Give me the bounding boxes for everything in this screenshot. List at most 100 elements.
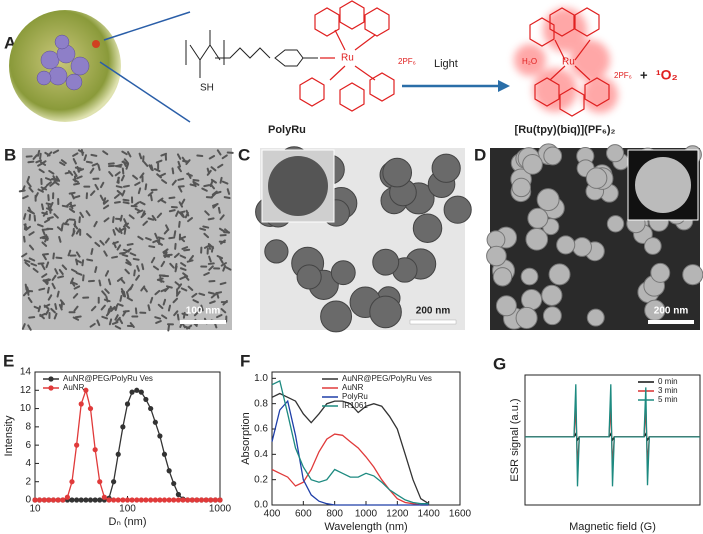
ru-complex-dot — [92, 40, 100, 48]
vesicle — [527, 207, 549, 229]
panel-label: G — [493, 354, 506, 373]
nanorod — [102, 197, 107, 205]
inset-vesicle — [635, 157, 691, 213]
legend-marker — [48, 376, 54, 382]
nanorod — [207, 217, 215, 221]
ru-ligands — [299, 0, 395, 112]
nanorod — [28, 257, 36, 262]
nanorod — [41, 241, 48, 247]
nanorod — [160, 288, 168, 293]
product-label: ¹O₂ — [656, 67, 678, 83]
nanorod — [52, 149, 60, 154]
nanorod — [180, 287, 188, 292]
nanorod — [41, 203, 45, 211]
nanorod — [121, 189, 126, 197]
nanorod — [115, 185, 123, 189]
vesicle — [606, 144, 625, 163]
data-point — [143, 396, 149, 403]
nanorod — [116, 276, 123, 282]
nanorod — [181, 246, 189, 250]
nanorod — [210, 245, 214, 253]
nanorod — [189, 183, 197, 187]
nanorod — [187, 217, 193, 223]
nanorod — [138, 152, 143, 160]
y-tick-label: 10 — [20, 403, 32, 414]
nanorod — [45, 202, 53, 206]
nanorod — [64, 171, 72, 175]
data-point — [74, 497, 80, 503]
nanorod — [75, 251, 81, 258]
nanorod — [76, 175, 83, 180]
nanorod — [155, 159, 163, 164]
y-tick-label: 0.8 — [254, 398, 268, 409]
vesicle — [296, 264, 322, 290]
nanorod — [26, 175, 30, 183]
nanorod — [39, 152, 42, 160]
nanorod — [62, 222, 70, 226]
nanorod — [214, 190, 222, 195]
nanorod — [219, 214, 225, 221]
nanorod — [75, 228, 81, 235]
vesicle — [369, 295, 402, 329]
vesicle — [682, 264, 703, 286]
nanorod — [89, 322, 96, 328]
data-point — [180, 497, 186, 503]
nanorod — [70, 268, 78, 273]
nanorod — [69, 204, 76, 208]
nanorod — [210, 166, 217, 172]
x-axis-label: Magnetic field (G) — [569, 521, 656, 533]
nanorod — [125, 162, 130, 170]
nanorod — [163, 248, 169, 255]
nanorod — [133, 201, 140, 207]
nanorod — [171, 167, 175, 175]
compound-name: [Ru(tpy)(biq)](PF₆)₂ — [515, 124, 616, 136]
nanorod — [178, 210, 186, 214]
nanorod — [51, 178, 59, 182]
nanorod — [147, 304, 151, 312]
nanorod — [43, 218, 51, 224]
nanorod — [99, 181, 105, 189]
nanorod — [203, 232, 210, 239]
nanorod — [157, 197, 164, 203]
vesicle — [536, 188, 560, 212]
nanorod — [123, 227, 127, 235]
data-point — [157, 497, 163, 503]
nanorod — [220, 262, 227, 267]
nanorod — [155, 320, 162, 324]
y-tick-label: 6 — [25, 440, 31, 451]
nanorod — [26, 181, 32, 188]
data-point — [175, 497, 181, 503]
nanorod — [71, 230, 76, 237]
zoom-line — [99, 61, 191, 123]
nanorod — [221, 180, 229, 185]
nanorod — [210, 293, 217, 299]
nanorod — [22, 290, 29, 297]
nanorod — [225, 266, 232, 271]
nanorod — [39, 235, 47, 239]
data-point — [97, 479, 103, 485]
vesicle — [412, 213, 443, 243]
legend-label: AuNR — [342, 383, 364, 392]
nanorod — [81, 259, 85, 267]
nanorod — [226, 188, 231, 195]
y-tick-label: 8 — [25, 421, 31, 432]
nanorods — [18, 149, 234, 332]
nanorod — [188, 254, 194, 261]
nanorod — [134, 207, 142, 213]
nanorod — [179, 235, 187, 240]
legend-label: AuNR@PEG/PolyRu Ves — [63, 374, 153, 383]
nanorod — [217, 206, 221, 214]
data-point — [157, 433, 163, 439]
panel-label: E — [3, 351, 14, 370]
nanorod — [136, 209, 144, 214]
nanorod — [36, 149, 41, 157]
nanorod — [38, 168, 45, 174]
nanorod — [208, 255, 212, 263]
nanorod — [144, 183, 148, 191]
nanorod — [96, 319, 101, 327]
nanorod — [47, 216, 54, 220]
data-point — [120, 497, 126, 503]
data-point — [124, 497, 131, 503]
x-tick-label: 1000 — [355, 509, 378, 520]
nanorod — [176, 153, 182, 160]
